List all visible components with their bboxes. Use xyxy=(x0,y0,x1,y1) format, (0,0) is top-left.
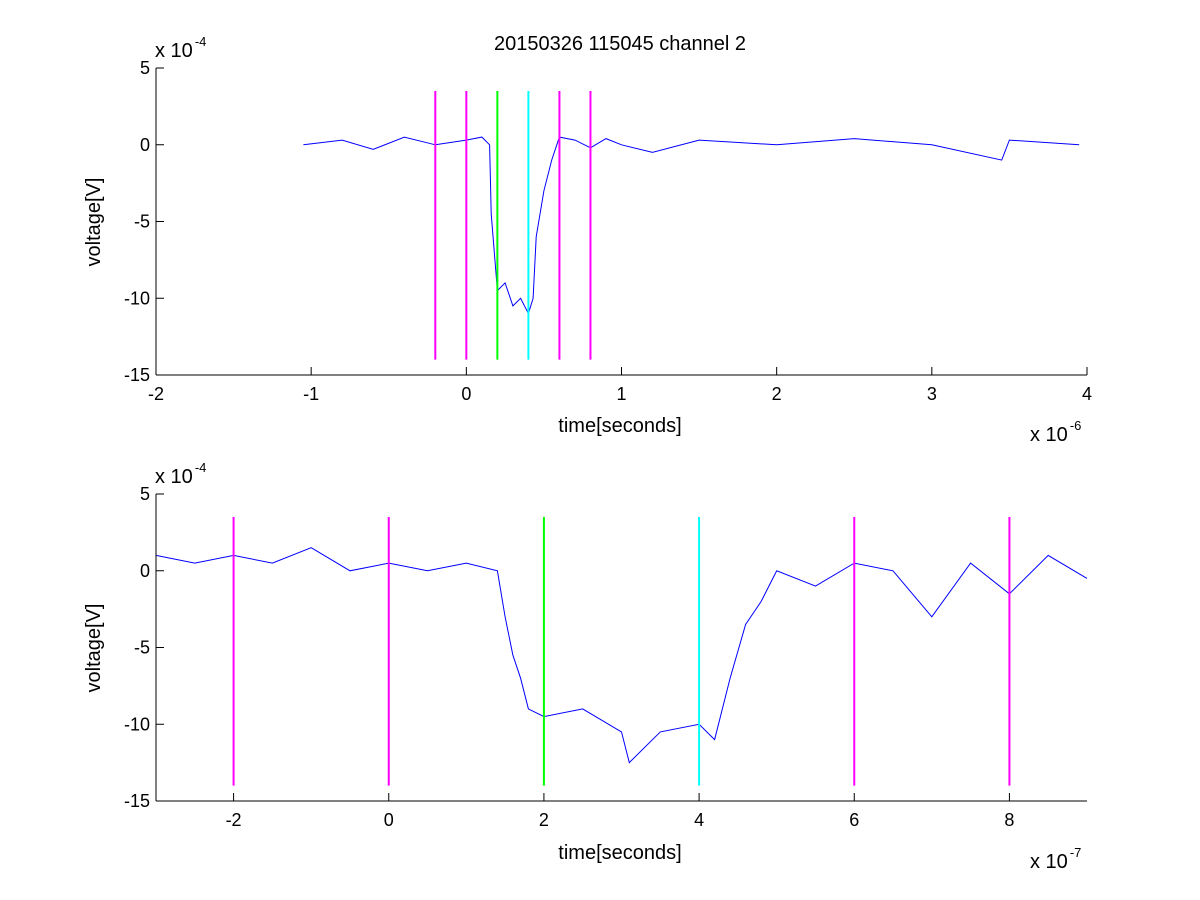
x-tick-label: -2 xyxy=(148,384,164,404)
x-tick-label: 2 xyxy=(772,384,782,404)
y-axis-label: voltage[V] xyxy=(83,604,105,693)
x-tick-label: -2 xyxy=(226,810,242,830)
y-tick-label: -15 xyxy=(124,365,150,385)
x-multiplier: x 10 -6 xyxy=(1030,418,1081,446)
x-tick-label: 6 xyxy=(849,810,859,830)
y-tick-label: 0 xyxy=(140,561,150,581)
x-tick-label: 3 xyxy=(927,384,937,404)
bottom-subplot: voltage[V] time[seconds] x 10 -4 x 10 -7 -… xyxy=(83,460,1088,873)
y-tick-label: 5 xyxy=(140,484,150,504)
x-tick-label: 2 xyxy=(539,810,549,830)
x-axis-label: time[seconds] xyxy=(558,415,681,437)
y-tick-label: -5 xyxy=(134,638,150,658)
x-tick-label: 4 xyxy=(694,810,704,830)
x-tick-label: 1 xyxy=(616,384,626,404)
x-tick-label: -1 xyxy=(303,384,319,404)
x-tick-label: 0 xyxy=(461,384,471,404)
y-tick-label: -15 xyxy=(124,791,150,811)
top-subplot: 20150326 115045 channel 2 voltage[V] tim… xyxy=(83,33,1092,446)
y-tick-label: -5 xyxy=(134,212,150,232)
y-tick-label: -10 xyxy=(124,288,150,308)
x-tick-label: 4 xyxy=(1082,384,1092,404)
x-tick-label: 0 xyxy=(384,810,394,830)
chart-title: 20150326 115045 channel 2 xyxy=(494,33,746,55)
y-tick-label: -10 xyxy=(124,714,150,734)
y-tick-label: 5 xyxy=(140,58,150,78)
x-tick-label: 8 xyxy=(1004,810,1014,830)
x-axis-label: time[seconds] xyxy=(558,842,681,864)
y-tick-label: 0 xyxy=(140,135,150,155)
y-axis-label: voltage[V] xyxy=(83,178,105,267)
series-line-0 xyxy=(155,547,1088,764)
y-multiplier: x 10 -4 xyxy=(155,34,206,62)
y-multiplier: x 10 -4 xyxy=(155,460,206,488)
x-multiplier: x 10 -7 xyxy=(1030,845,1081,873)
